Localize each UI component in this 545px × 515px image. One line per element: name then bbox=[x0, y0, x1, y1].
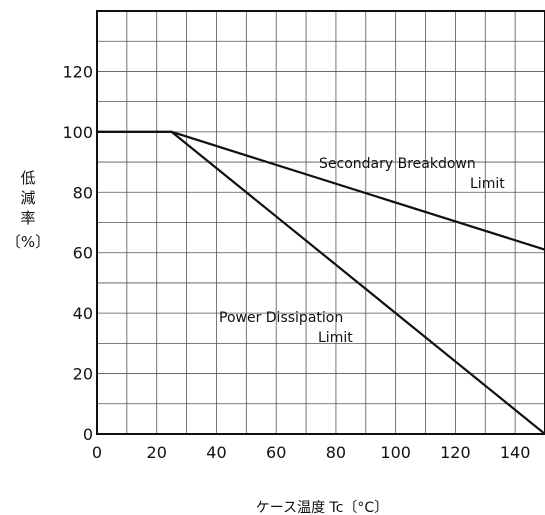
x-axis-label: ケース温度 Tc〔°C〕 bbox=[256, 500, 388, 515]
series-line-power-dissipation bbox=[97, 130, 545, 435]
x-tick-label: 140 bbox=[500, 443, 531, 462]
y-tick-label: 120 bbox=[62, 62, 93, 81]
annotation-power-dissipation-line2: Limit bbox=[318, 330, 353, 346]
chart-grid bbox=[97, 11, 545, 434]
y-axis-label-char-1: 低 bbox=[20, 169, 35, 187]
y-tick-label: 80 bbox=[73, 183, 93, 202]
plot-frame bbox=[96, 10, 545, 435]
annotation-secondary-breakdown-line1: Secondary Breakdown bbox=[319, 156, 476, 172]
y-axis-label-unit: 〔%〕 bbox=[6, 233, 50, 251]
y-tick-label: 60 bbox=[73, 244, 93, 263]
x-tick-label: 80 bbox=[326, 443, 346, 462]
x-tick-label: 20 bbox=[147, 443, 167, 462]
y-tick-label: 100 bbox=[62, 123, 93, 142]
x-tick-label: 40 bbox=[206, 443, 226, 462]
annotation-power-dissipation-line1: Power Dissipation bbox=[219, 310, 343, 326]
y-tick-label: 20 bbox=[73, 365, 93, 384]
x-tick-labels: 0 20 40 60 80 100 120 140 bbox=[92, 443, 531, 462]
y-tick-label: 0 bbox=[83, 425, 93, 444]
series-layer bbox=[97, 130, 545, 435]
annotation-secondary-breakdown-line2: Limit bbox=[470, 176, 505, 192]
y-tick-labels: 0 20 40 60 80 100 120 bbox=[62, 62, 93, 444]
y-tick-label: 40 bbox=[73, 304, 93, 323]
x-tick-label: 120 bbox=[440, 443, 471, 462]
x-tick-label: 100 bbox=[380, 443, 411, 462]
y-axis-label-char-3: 率 bbox=[20, 209, 35, 227]
x-tick-label: 0 bbox=[92, 443, 102, 462]
x-tick-label: 60 bbox=[266, 443, 286, 462]
y-axis-label-char-2: 減 bbox=[20, 189, 35, 207]
